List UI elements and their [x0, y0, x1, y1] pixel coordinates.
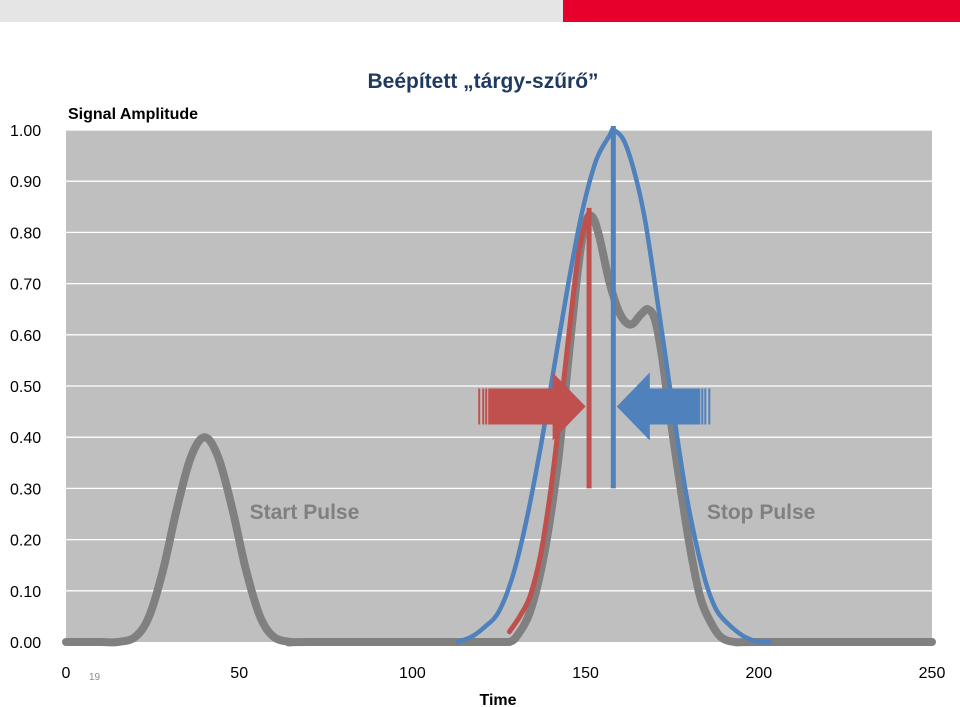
series-start-line: [62, 433, 514, 647]
arrows-group: [478, 372, 711, 441]
annotation-stop-pulse: Stop Pulse: [707, 501, 816, 524]
y-tick-label: 0.90: [10, 174, 41, 191]
series-stop-line: [505, 211, 936, 647]
y-tick-label: 0.30: [10, 481, 41, 498]
arrow-red-right-stripe: [482, 388, 485, 425]
top-bar-gray: [0, 0, 563, 22]
y-tick-label: 1.00: [10, 123, 41, 140]
x-axis-label: Time: [479, 692, 516, 707]
x-tick-label: 200: [745, 665, 772, 682]
slide-title: Beépített „tárgy-szűrő”: [367, 70, 599, 93]
arrow-blue-left: [616, 372, 711, 441]
arrow-red-right-shape: [488, 372, 586, 441]
y-tick-label: 0.00: [10, 635, 41, 652]
arrow-red-right: [478, 372, 586, 441]
series-red-line: [506, 209, 592, 635]
y-tick-label: 0.70: [10, 277, 41, 294]
series-blue-line: [455, 127, 772, 645]
x-tick-label: 50: [230, 665, 248, 682]
page-number: 19: [89, 672, 101, 683]
arrow-red-right-stripe: [485, 388, 488, 425]
vertical-markers: [586, 126, 616, 489]
arrow-red-right-stripe: [478, 388, 481, 425]
x-tick-label: 250: [919, 665, 946, 682]
y-tick-label: 0.10: [10, 584, 41, 601]
annotation-start-pulse: Start Pulse: [250, 501, 360, 524]
arrow-blue-left-shape: [616, 372, 701, 441]
y-tick-label: 0.40: [10, 430, 41, 447]
x-axis-ticks: 0 50 100 150 200 250: [62, 665, 946, 682]
x-tick-label: 0: [62, 665, 71, 682]
y-tick-label: 0.60: [10, 328, 41, 345]
top-bar-red: [563, 0, 960, 22]
x-tick-label: 150: [572, 665, 599, 682]
annotations-group: Start Pulse Stop Pulse: [250, 501, 816, 524]
y-axis-label: Signal Amplitude: [68, 106, 198, 123]
series-group: [62, 127, 936, 647]
y-axis-ticks: 0.00 0.10 0.20 0.30 0.40 0.50 0.60 0.70 0.80 0.90…: [10, 123, 41, 652]
x-tick-label: 100: [399, 665, 426, 682]
y-tick-label: 0.80: [10, 225, 41, 242]
y-tick-label: 0.20: [10, 533, 41, 550]
arrow-blue-left-stripe: [701, 388, 704, 425]
arrow-blue-left-stripe: [708, 388, 711, 425]
y-tick-label: 0.50: [10, 379, 41, 396]
arrow-blue-left-stripe: [704, 388, 707, 425]
